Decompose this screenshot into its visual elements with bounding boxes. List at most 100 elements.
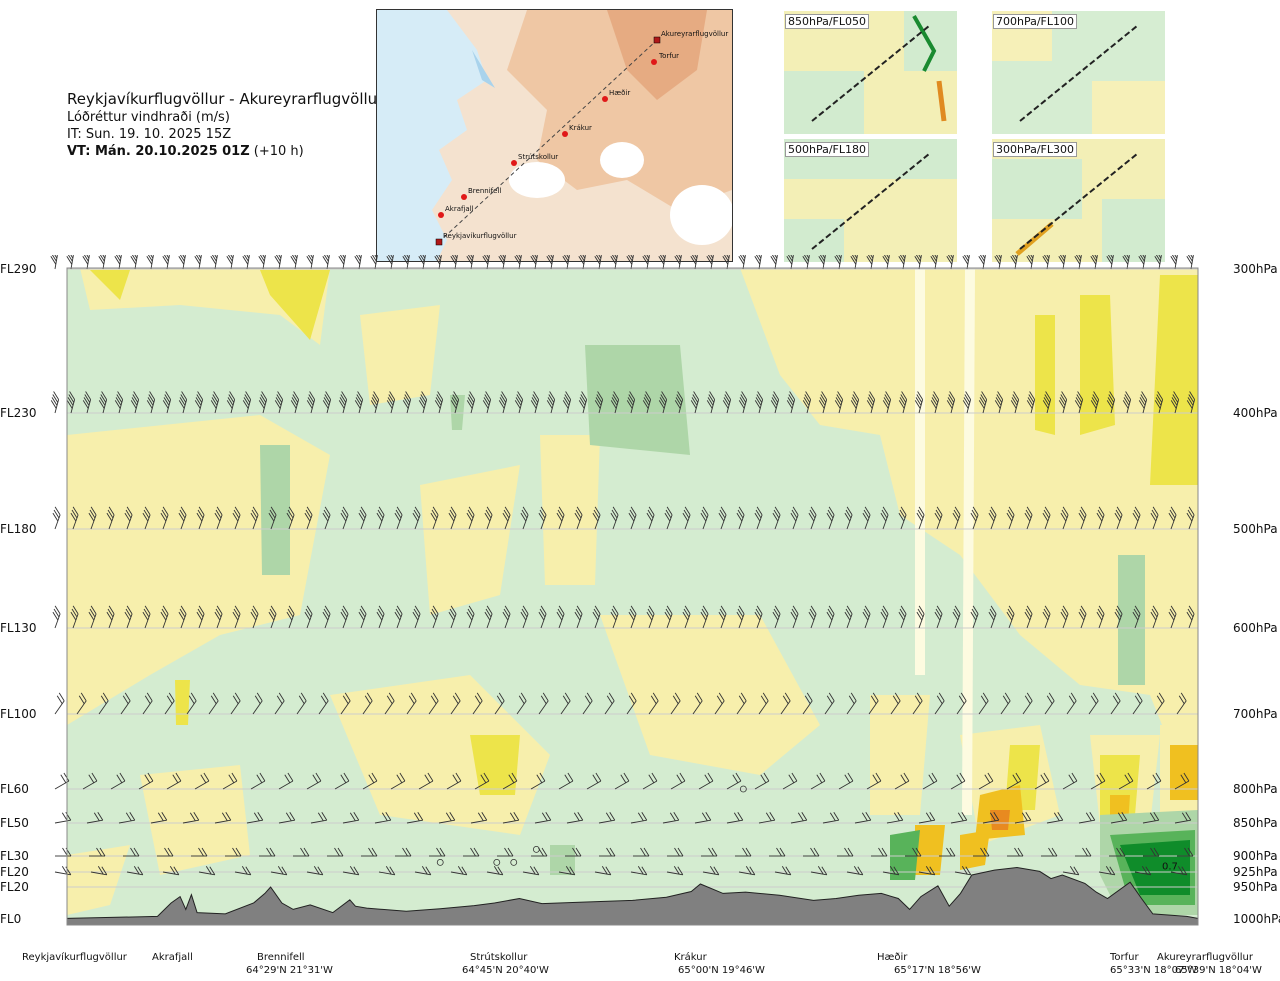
wind-barb-flag (643, 847, 650, 857)
lake-shape (472, 50, 495, 88)
wind-barb-flag (916, 512, 923, 522)
wind-barb-flag (1045, 391, 1051, 400)
wind-barb-flag (972, 605, 979, 615)
wind-barb-shaft (502, 399, 508, 414)
wind-barb-flag (341, 608, 348, 618)
wind-barb-flag (306, 506, 313, 516)
wind-barb-flag (542, 692, 549, 702)
wind-barb-shaft (550, 399, 556, 414)
wind-barb-flag (572, 847, 578, 857)
wind-barb-shaft (1170, 871, 1187, 876)
wind-barb-flag (707, 772, 714, 782)
wind-barb-flag (83, 255, 89, 262)
wind-barb-flag (125, 608, 132, 618)
left-axis-label: FL60 (0, 782, 29, 796)
wind-barb-flag (773, 391, 779, 400)
wind-barb-flag (627, 397, 634, 406)
wind-barb-flag (54, 506, 61, 516)
wind-barb-flag (1012, 774, 1019, 784)
wind-barb-flag (256, 692, 263, 702)
wind-barb-flag (522, 506, 529, 516)
wind-barb-flag (872, 692, 879, 702)
wind-barb-shaft (230, 700, 241, 715)
wind-barb-flag (848, 695, 855, 705)
wind-barb-flag (1014, 255, 1018, 259)
wind-barb-flag (243, 397, 250, 406)
wind-barb-shaft (630, 514, 637, 530)
wind-barb-flag (483, 255, 489, 262)
right-axis: 300hPa400hPa500hPa600hPa700hPa800hPa850h… (1233, 262, 1280, 926)
wind-barb-shaft (406, 819, 423, 824)
wind-barb-shaft (918, 819, 935, 824)
wind-barb-flag (711, 847, 718, 857)
wind-barb-flag (984, 774, 991, 784)
wind-barb-flag (805, 391, 811, 400)
wind-barb-flag (809, 509, 816, 519)
wind-barb-flag (738, 506, 745, 516)
wind-barb-flag (374, 255, 378, 259)
wind-barb-shaft (566, 819, 583, 824)
wind-barb-shaft (1110, 819, 1127, 824)
wind-barb-flag (875, 772, 882, 782)
wind-barb-flag (960, 692, 967, 702)
wind-barb-flag (850, 692, 857, 702)
wind-barb-shaft (182, 819, 199, 824)
wind-barb-flag (180, 506, 187, 516)
wind-barb-shaft (1014, 255, 1018, 270)
wind-barb-flag (85, 391, 91, 400)
wind-barb-flag (52, 512, 59, 522)
wind-barb-shaft (1118, 780, 1134, 790)
wind-barb-flag (227, 255, 233, 262)
wind-barb-flag (994, 400, 1001, 409)
wind-barb-shaft (454, 399, 460, 414)
wind-barb-flag (291, 255, 297, 262)
wind-barb-flag (791, 608, 798, 618)
wind-barb-shaft (538, 700, 549, 715)
wind-barb-shaft (950, 819, 967, 824)
wind-barb-shaft (134, 255, 138, 270)
wind-barb-flag (546, 400, 553, 409)
wind-barb-flag (1174, 255, 1178, 259)
wind-barb-flag (844, 512, 851, 522)
waypoint-label: Torfur (658, 52, 679, 60)
wind-barb-shaft (396, 514, 403, 530)
wind-barb-flag (353, 866, 360, 876)
wind-barb-flag (129, 811, 136, 821)
wind-barb-flag (337, 847, 344, 857)
wind-barb-shaft (108, 613, 115, 629)
wind-barb-flag (771, 255, 777, 262)
wind-barb-flag (258, 256, 265, 265)
wind-barb-flag (499, 255, 505, 262)
wind-barb-flag (1134, 506, 1141, 516)
wind-barb-shaft (306, 780, 322, 790)
wind-barb-flag (827, 509, 834, 519)
wind-barb-flag (592, 611, 599, 621)
wind-barb-flag (232, 695, 239, 705)
wind-barb-flag (355, 255, 361, 262)
wind-barb-flag (564, 692, 571, 702)
wind-barb-flag (851, 397, 858, 406)
wind-barb-flag (99, 397, 106, 406)
wind-barb-flag (399, 772, 406, 782)
wind-barb-flag (1059, 255, 1065, 262)
wind-barb-flag (1152, 774, 1159, 784)
wind-barb-flag (741, 391, 747, 400)
wind-barb-flag (901, 391, 907, 400)
wind-barb-flag (853, 391, 859, 400)
mini-map-svg (992, 139, 1165, 262)
wind-barb-flag (250, 611, 257, 621)
wind-barb-shaft (774, 514, 781, 530)
wind-barb-flag (323, 255, 329, 262)
wind-barb-flag (745, 865, 752, 875)
wind-barb-shaft (1174, 255, 1178, 270)
wind-barb-flag (168, 692, 175, 702)
wind-barb-shaft (180, 613, 187, 629)
wind-barb-flag (349, 812, 356, 822)
wind-barb-flag (228, 394, 235, 403)
wind-barb-flag (1080, 605, 1087, 615)
left-axis-label: FL30 (0, 849, 29, 863)
wind-barb-flag (122, 695, 129, 705)
wind-barb-flag (719, 509, 726, 519)
wind-barb-flag (691, 397, 698, 406)
wind-barb-shaft (1026, 613, 1033, 629)
